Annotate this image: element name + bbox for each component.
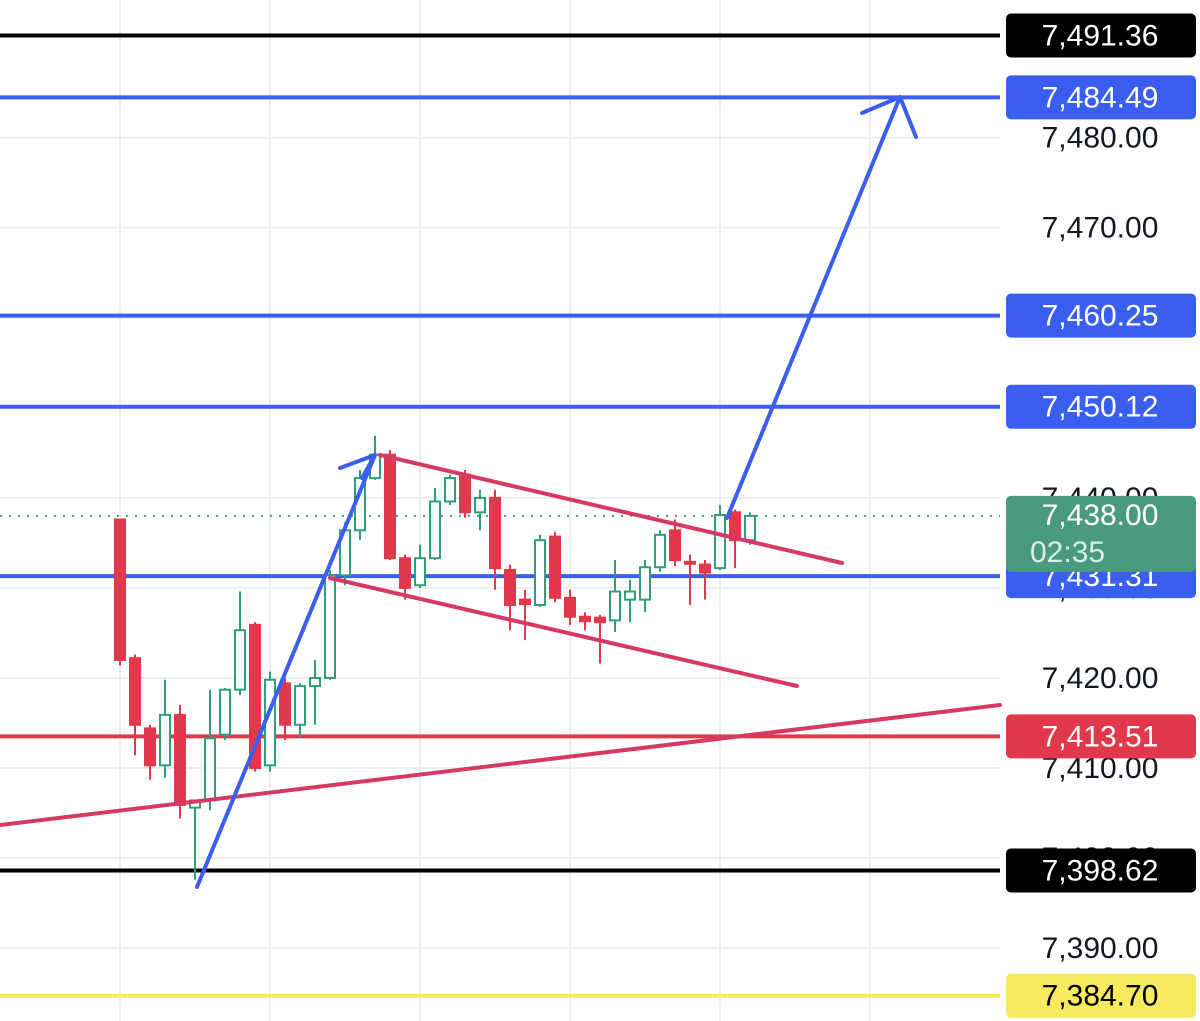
candle-body xyxy=(489,496,501,570)
price-level-label: 7,398.62 xyxy=(1042,854,1159,887)
trend-line xyxy=(378,453,844,565)
candle-body xyxy=(249,623,261,770)
price-level-label: 7,484.49 xyxy=(1042,81,1159,114)
price-level-label: 7,450.12 xyxy=(1042,391,1159,424)
candle-body xyxy=(654,533,666,569)
candle-body xyxy=(159,713,171,767)
candle-body xyxy=(624,590,636,601)
trend-line xyxy=(328,576,799,688)
candle-body xyxy=(444,477,456,503)
price-level-label: 7,413.51 xyxy=(1042,720,1159,753)
y-tick-label: 7,480.00 xyxy=(1042,122,1159,155)
candle-body xyxy=(639,566,651,601)
candle-body xyxy=(414,557,426,587)
arrow-line xyxy=(195,453,377,889)
candle-body xyxy=(114,518,126,661)
arrow-head xyxy=(860,95,918,139)
countdown-label: 02:35 xyxy=(1030,536,1105,569)
candle-body xyxy=(729,511,741,542)
candle-body xyxy=(324,574,336,679)
candle-body xyxy=(294,685,306,726)
last-price-label: 7,438.00 xyxy=(1042,499,1159,532)
candle-body xyxy=(744,514,756,542)
y-tick-label: 7,470.00 xyxy=(1042,212,1159,245)
candle-body xyxy=(534,539,546,607)
candle-body xyxy=(474,496,486,514)
arrow-head xyxy=(338,453,377,480)
price-level-label: 7,491.36 xyxy=(1042,19,1159,52)
candle-body xyxy=(564,596,576,618)
candle-body xyxy=(579,615,591,623)
candles-layer xyxy=(114,435,756,880)
price-level-label: 7,460.25 xyxy=(1042,299,1159,332)
price-level-badge xyxy=(1006,973,1196,1018)
price-level-badge xyxy=(1006,13,1196,58)
y-tick-label: 7,390.00 xyxy=(1042,932,1159,965)
candle-body xyxy=(609,590,621,622)
candle-body xyxy=(429,500,441,560)
candle-body xyxy=(504,568,516,607)
candle-body xyxy=(204,737,216,802)
price-level-badge xyxy=(1006,848,1196,893)
candle-body xyxy=(234,629,246,691)
price-level-label: 7,384.70 xyxy=(1042,980,1159,1013)
candle-body xyxy=(684,560,696,565)
candle-body xyxy=(174,713,186,806)
candle-body xyxy=(714,514,726,570)
candle-body xyxy=(459,473,471,514)
price-badges: 7,491.367,484.497,460.257,450.127,431.31… xyxy=(1006,13,1196,1018)
price-level-badge xyxy=(1006,75,1196,120)
candle-body xyxy=(699,563,711,574)
y-tick-label: 7,420.00 xyxy=(1042,662,1159,695)
candle-body xyxy=(549,535,561,599)
candle-body xyxy=(519,598,531,606)
price-level-badge xyxy=(1006,384,1196,429)
candle-body xyxy=(144,727,156,767)
drawings-layer xyxy=(0,95,1002,889)
candle-body xyxy=(219,688,231,736)
trend-line xyxy=(0,703,1002,827)
candle-body xyxy=(594,616,606,624)
last-price-badge xyxy=(1006,495,1196,572)
candle-body xyxy=(279,682,291,726)
candle-body xyxy=(669,529,681,562)
candle-body xyxy=(384,453,396,560)
candle-body xyxy=(309,676,321,688)
price-level-badge xyxy=(1006,714,1196,759)
candle-body xyxy=(399,557,411,589)
price-level-badge xyxy=(1006,293,1196,338)
candle-body xyxy=(129,657,141,726)
arrow-line xyxy=(725,95,902,520)
